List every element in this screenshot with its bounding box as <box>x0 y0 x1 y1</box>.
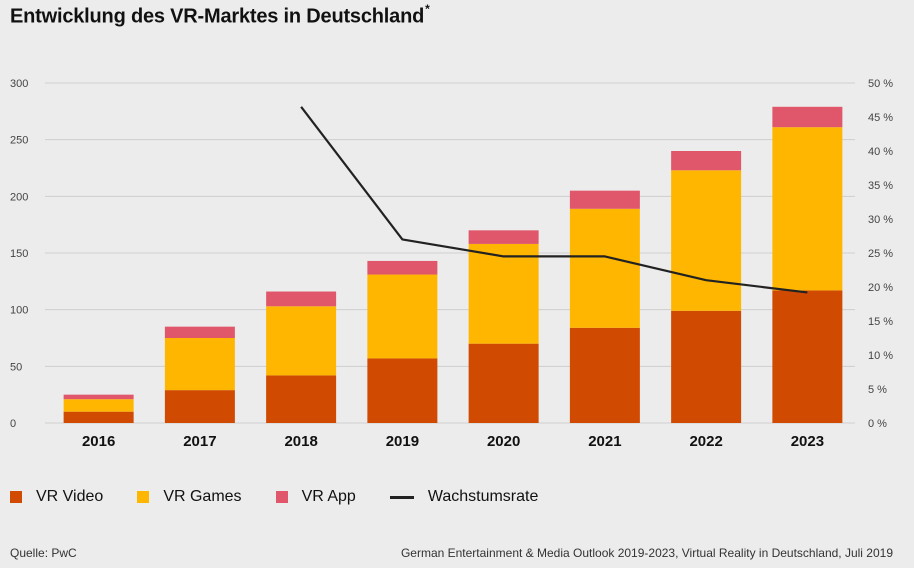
y-right-tick-label: 50 % <box>868 78 893 90</box>
bar-segment-vr-video <box>468 343 539 423</box>
bar-segment-vr-video <box>569 327 640 423</box>
x-axis-label: 2017 <box>183 433 216 450</box>
source-note: Quelle: PwC <box>10 546 77 560</box>
bar-segment-vr-video <box>63 411 134 423</box>
x-axis-label: 2020 <box>487 433 520 450</box>
bar-segment-vr-games <box>367 274 438 359</box>
right-axis-ticks: 0 % 5 % 10 % 15 % 20 % 25 % 30 % 35 % 40 % 45 % 50… <box>868 78 893 430</box>
y-right-tick-label: 35 % <box>868 180 893 192</box>
bar-segment-vr-video <box>367 358 438 423</box>
legend-swatch-vr-video <box>10 491 22 503</box>
legend-label-vr-app: VR App <box>301 488 356 505</box>
legend-label-vr-video: VR Video <box>36 488 104 505</box>
bar-segment-vr-app <box>569 190 640 209</box>
vr-market-chart: 0 50 100 150 200 250 300 0 % 5 % 10 % 15 % 20 % 25 … <box>10 78 893 450</box>
x-axis-label: 2018 <box>284 433 317 450</box>
y-left-tick-label: 200 <box>10 191 28 203</box>
legend-item-growth-rate: Wachstumsrate <box>389 488 539 506</box>
y-right-tick-label: 40 % <box>868 146 893 158</box>
bar-segment-vr-games <box>164 338 235 391</box>
bar-segment-vr-games <box>468 243 539 344</box>
y-left-tick-label: 100 <box>10 305 28 317</box>
legend-item-vr-app: VR App <box>275 488 356 506</box>
y-right-tick-label: 20 % <box>868 282 893 294</box>
title-footnote-marker: * <box>425 2 430 16</box>
legend-swatch-vr-app <box>275 491 288 503</box>
bar-segment-vr-app <box>772 106 843 128</box>
x-axis-label: 2019 <box>386 433 419 450</box>
legend-swatch-growth-rate <box>389 495 414 499</box>
y-right-tick-label: 10 % <box>868 350 893 362</box>
y-left-tick-label: 50 <box>10 361 22 373</box>
bar-segment-vr-games <box>266 306 337 376</box>
bar-segment-vr-games <box>569 208 640 328</box>
x-axis-label: 2023 <box>791 433 824 450</box>
y-right-tick-label: 0 % <box>868 418 887 430</box>
title-text: Entwicklung des VR-Marktes in Deutschlan… <box>10 5 425 28</box>
legend-item-vr-games: VR Games <box>137 488 242 506</box>
bar-segment-vr-games <box>772 127 843 291</box>
y-left-tick-label: 0 <box>10 418 16 430</box>
y-right-tick-label: 30 % <box>868 214 893 226</box>
page-title: Entwicklung des VR-Marktes in Deutschlan… <box>10 2 430 29</box>
stacked-bars <box>63 106 843 423</box>
growth-rate-line <box>300 106 808 294</box>
bar-segment-vr-games <box>671 170 742 311</box>
y-right-tick-label: 15 % <box>868 316 893 328</box>
legend-item-vr-video: VR Video <box>10 488 103 506</box>
y-right-tick-label: 45 % <box>868 112 893 124</box>
bar-segment-vr-app <box>164 326 235 338</box>
bar-segment-vr-video <box>266 375 337 423</box>
bar-segment-vr-app <box>266 291 337 307</box>
bar-segment-vr-video <box>671 310 742 423</box>
legend-label-growth-rate: Wachstumsrate <box>427 488 539 505</box>
bar-segment-vr-app <box>367 260 438 275</box>
y-right-tick-label: 5 % <box>868 384 887 396</box>
bar-segment-vr-video <box>164 390 235 423</box>
y-left-tick-label: 300 <box>10 78 28 90</box>
chart-legend: VR Video VR Games VR App Wachstumsrate <box>10 488 572 506</box>
x-axis-labels: 2016 2017 2018 2019 2020 2021 2022 2023 <box>82 433 824 450</box>
y-right-tick-label: 25 % <box>868 248 893 260</box>
y-left-tick-label: 150 <box>10 248 28 260</box>
growth-rate-polyline <box>300 106 808 294</box>
legend-label-vr-games: VR Games <box>163 488 242 505</box>
y-left-tick-label: 250 <box>10 135 28 147</box>
bar-segment-vr-app <box>468 230 539 244</box>
bar-segment-vr-app <box>63 394 134 400</box>
legend-swatch-vr-games <box>137 491 150 503</box>
bar-segment-vr-app <box>671 151 742 171</box>
citation-note: German Entertainment & Media Outlook 201… <box>400 546 893 560</box>
x-axis-label: 2022 <box>689 433 722 450</box>
left-axis-ticks: 0 50 100 150 200 250 300 <box>10 78 28 430</box>
x-axis-label: 2016 <box>82 433 115 450</box>
x-axis-label: 2021 <box>588 433 621 450</box>
bar-segment-vr-games <box>63 399 134 412</box>
bar-segment-vr-video <box>772 290 843 423</box>
